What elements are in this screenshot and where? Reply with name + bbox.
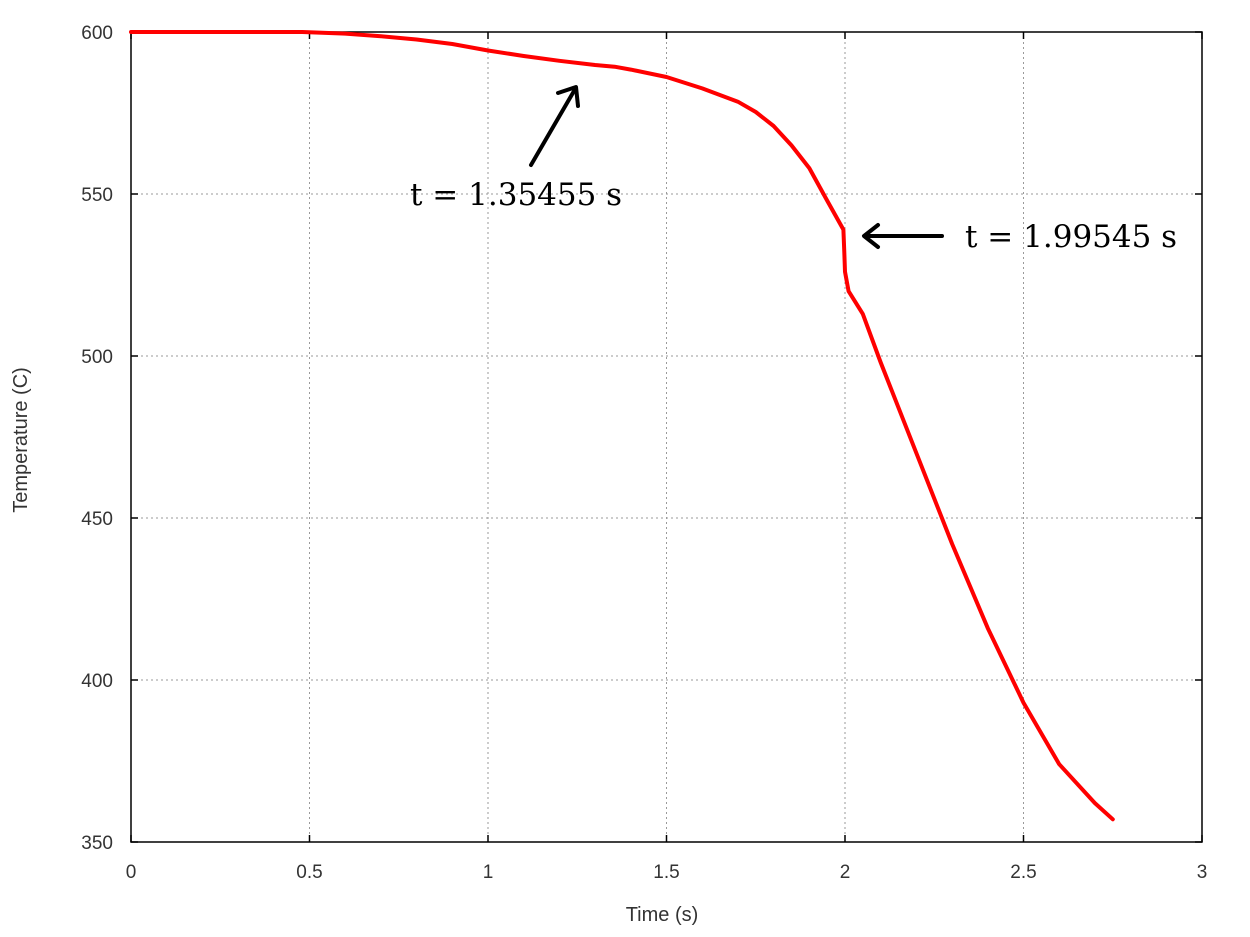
series-line-temperature [129, 30, 1115, 822]
x-axis-ticks: 0 0.5 1 1.5 2 2.5 3 [126, 32, 1208, 883]
y-tick-label: 350 [81, 833, 113, 854]
x-tick-label: 1 [483, 862, 494, 883]
y-tick-label: 450 [81, 509, 113, 530]
annotation-label-2: t = 1.99545 s [965, 219, 1177, 255]
y-tick-label: 500 [81, 347, 113, 368]
annotation-arrow-1-head [556, 85, 580, 108]
x-axis-label: Time (s) [626, 904, 699, 926]
y-axis-label: Temperature (C) [10, 367, 32, 513]
annotation-arrow-1-shaft [529, 89, 576, 167]
annotation-arrow-2 [862, 223, 944, 249]
y-tick-label: 550 [81, 185, 113, 206]
x-tick-label: 3 [1197, 862, 1208, 883]
annotation-label-1: t = 1.35455 s [410, 177, 622, 213]
x-tick-label: 1.5 [653, 862, 679, 883]
x-tick-label: 0.5 [296, 862, 322, 883]
grid-lines [131, 32, 1202, 842]
x-tick-label: 2.5 [1010, 862, 1036, 883]
y-axis-ticks: 350 400 450 500 550 600 [81, 23, 1202, 854]
x-tick-label: 2 [840, 862, 851, 883]
y-tick-label: 600 [81, 23, 113, 44]
annotation-arrow-2-head [862, 223, 880, 249]
x-tick-label: 0 [126, 862, 137, 883]
y-tick-label: 400 [81, 671, 113, 692]
annotation-arrow-1 [529, 85, 580, 167]
